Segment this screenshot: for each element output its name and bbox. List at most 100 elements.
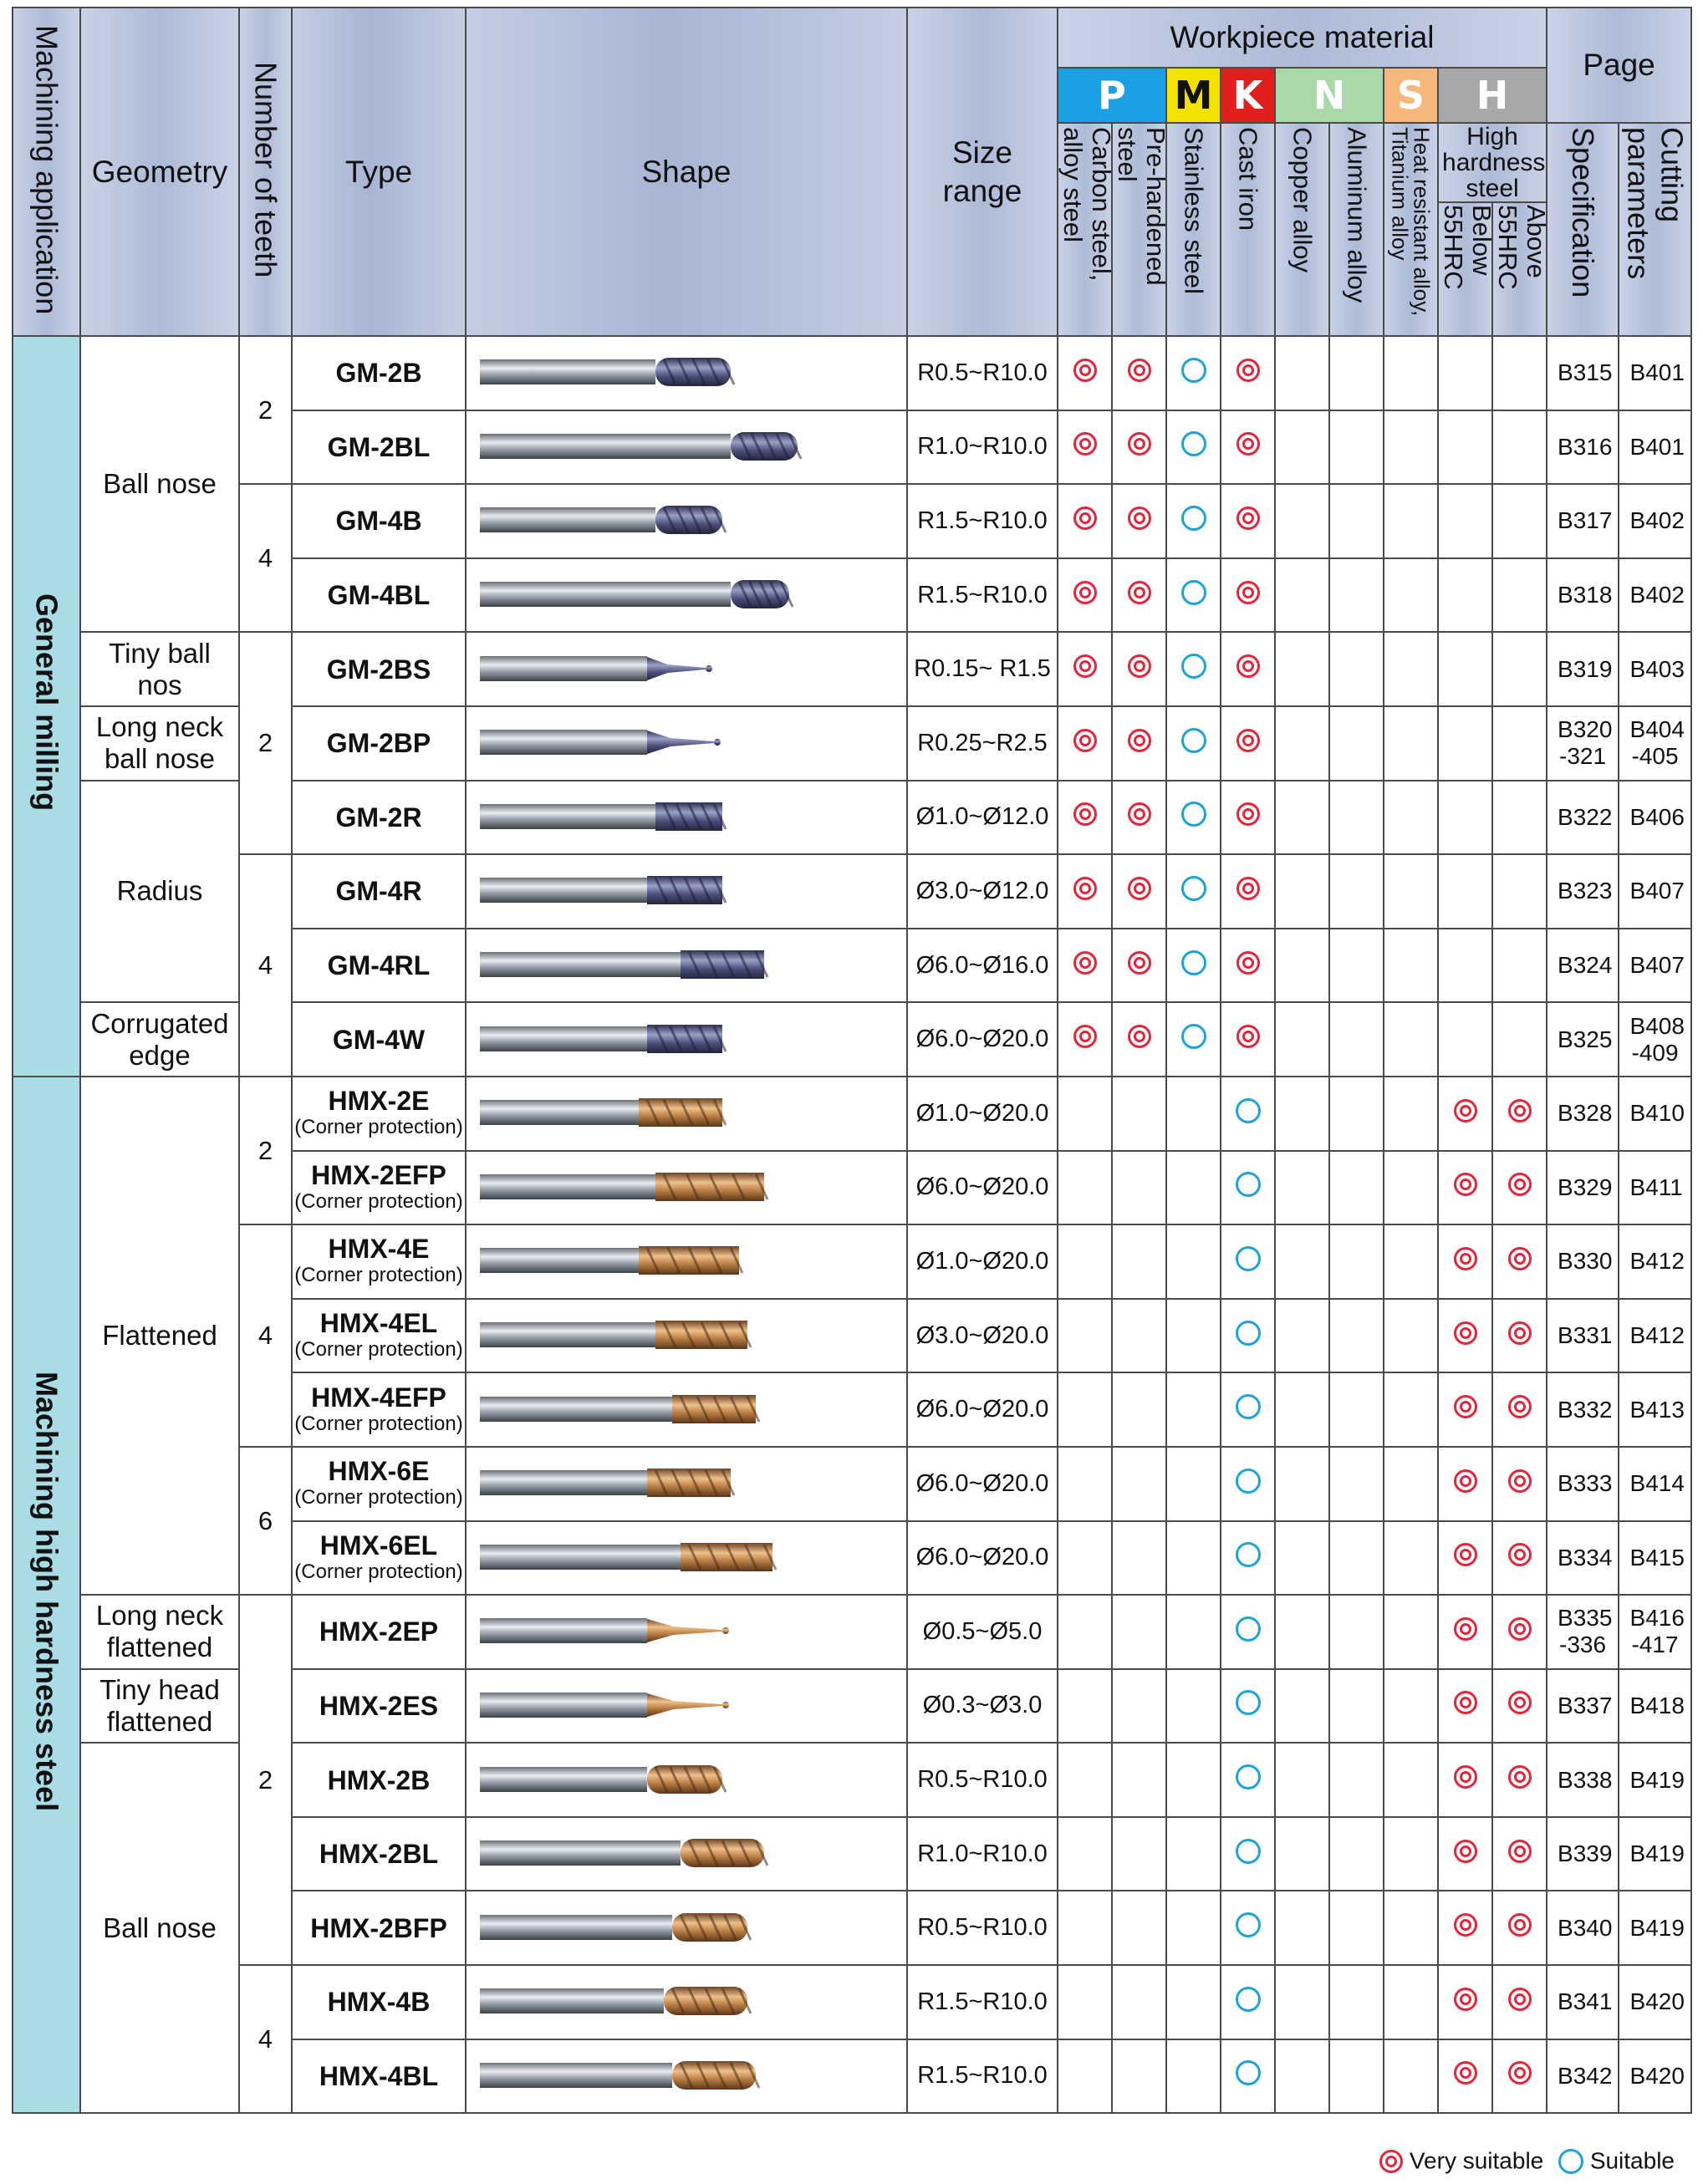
cutting-parameters-page-cell[interactable]: B416 -417 — [1618, 1594, 1693, 1670]
cutting-parameters-page-cell[interactable]: B415 — [1618, 1520, 1693, 1596]
header-type: Type — [291, 7, 467, 337]
cutting-parameters-page-cell[interactable]: B411 — [1618, 1149, 1693, 1226]
specification-page-cell[interactable]: B322 — [1546, 779, 1620, 856]
specification-page-cell[interactable]: B325 — [1546, 1001, 1620, 1077]
specification-page-link[interactable]: B330 — [1558, 1248, 1613, 1275]
specification-page-link[interactable]: B333 — [1558, 1470, 1613, 1497]
specification-page-link[interactable]: B339 — [1558, 1840, 1613, 1867]
specification-page-cell[interactable]: B335 -336 — [1546, 1594, 1620, 1670]
cutting-parameters-page-cell[interactable]: B407 — [1618, 927, 1693, 1004]
cutting-parameters-page-link[interactable]: B412 — [1629, 1322, 1685, 1349]
specification-page-link[interactable]: B319 — [1558, 655, 1613, 682]
cutting-parameters-page-cell[interactable]: B420 — [1618, 2038, 1693, 2115]
specification-page-cell[interactable]: B342 — [1546, 2038, 1620, 2115]
specification-page-cell[interactable]: B328 — [1546, 1075, 1620, 1152]
cutting-parameters-page-cell[interactable]: B412 — [1618, 1224, 1693, 1300]
cutting-parameters-page-link[interactable]: B411 — [1629, 1173, 1683, 1200]
specification-page-link[interactable]: B342 — [1558, 2062, 1613, 2089]
specification-page-link[interactable]: B335 -336 — [1558, 1605, 1613, 1658]
specification-page-link[interactable]: B322 — [1558, 803, 1613, 830]
specification-page-cell[interactable]: B339 — [1546, 1815, 1620, 1892]
specification-page-link[interactable]: B337 — [1558, 1692, 1613, 1718]
specification-page-cell[interactable]: B317 — [1546, 483, 1620, 559]
cutting-parameters-page-link[interactable]: B402 — [1629, 582, 1685, 608]
cutting-parameters-page-link[interactable]: B419 — [1629, 1766, 1685, 1793]
cutting-parameters-page-cell[interactable]: B402 — [1618, 557, 1693, 634]
cutting-parameters-page-cell[interactable]: B419 — [1618, 1742, 1693, 1818]
tool-image — [467, 1088, 905, 1138]
cutting-parameters-page-link[interactable]: B406 — [1629, 803, 1685, 830]
cutting-parameters-page-cell[interactable]: B403 — [1618, 631, 1693, 707]
specification-page-cell[interactable]: B334 — [1546, 1520, 1620, 1596]
specification-page-link[interactable]: B315 — [1558, 359, 1613, 386]
cutting-parameters-page-cell[interactable]: B413 — [1618, 1372, 1693, 1448]
specification-page-link[interactable]: B338 — [1558, 1766, 1613, 1793]
specification-page-link[interactable]: B331 — [1558, 1322, 1613, 1349]
cutting-parameters-page-cell[interactable]: B412 — [1618, 1297, 1693, 1374]
cutting-parameters-page-link[interactable]: B407 — [1629, 878, 1685, 904]
specification-page-link[interactable]: B317 — [1558, 507, 1613, 534]
cutting-parameters-page-link[interactable]: B410 — [1629, 1100, 1685, 1127]
cutting-parameters-page-link[interactable]: B416 -417 — [1629, 1605, 1685, 1658]
specification-page-cell[interactable]: B341 — [1546, 1964, 1620, 2040]
specification-page-link[interactable]: B329 — [1558, 1173, 1613, 1200]
cutting-parameters-page-cell[interactable]: B420 — [1618, 1964, 1693, 2040]
specification-page-cell[interactable]: B320 -321 — [1546, 705, 1620, 781]
cutting-parameters-page-link[interactable]: B401 — [1629, 359, 1685, 386]
cutting-parameters-page-cell[interactable]: B404 -405 — [1618, 705, 1693, 781]
cutting-parameters-page-link[interactable]: B402 — [1629, 507, 1685, 534]
specification-page-link[interactable]: B323 — [1558, 878, 1613, 904]
specification-page-link[interactable]: B316 — [1558, 433, 1613, 460]
cutting-parameters-page-link[interactable]: B420 — [1629, 2062, 1685, 2089]
specification-page-cell[interactable]: B337 — [1546, 1667, 1620, 1744]
specification-page-cell[interactable]: B332 — [1546, 1372, 1620, 1448]
cutting-parameters-page-cell[interactable]: B401 — [1618, 409, 1693, 486]
specification-page-cell[interactable]: B333 — [1546, 1445, 1620, 1522]
specification-page-link[interactable]: B320 -321 — [1558, 716, 1613, 770]
cutting-parameters-page-link[interactable]: B407 — [1629, 952, 1685, 979]
cutting-parameters-page-link[interactable]: B403 — [1629, 655, 1685, 682]
specification-page-cell[interactable]: B319 — [1546, 631, 1620, 707]
specification-page-cell[interactable]: B315 — [1546, 335, 1620, 411]
cutting-parameters-page-link[interactable]: B404 -405 — [1629, 716, 1685, 770]
specification-page-cell[interactable]: B323 — [1546, 853, 1620, 929]
cutting-parameters-page-cell[interactable]: B418 — [1618, 1667, 1693, 1744]
specification-page-cell[interactable]: B318 — [1546, 557, 1620, 634]
cutting-parameters-page-cell[interactable]: B408 -409 — [1618, 1001, 1693, 1077]
cutting-parameters-page-cell[interactable]: B406 — [1618, 779, 1693, 856]
specification-page-link[interactable]: B334 — [1558, 1544, 1613, 1571]
specification-page-cell[interactable]: B324 — [1546, 927, 1620, 1004]
cutting-parameters-page-link[interactable]: B420 — [1629, 1988, 1685, 2015]
cutting-parameters-page-link[interactable]: B414 — [1629, 1470, 1685, 1497]
specification-page-link[interactable]: B324 — [1558, 952, 1613, 979]
cutting-parameters-page-link[interactable]: B419 — [1629, 1914, 1685, 1941]
cutting-parameters-page-link[interactable]: B419 — [1629, 1840, 1685, 1867]
cutting-parameters-page-link[interactable]: B401 — [1629, 433, 1685, 460]
specification-page-cell[interactable]: B316 — [1546, 409, 1620, 486]
specification-page-link[interactable]: B332 — [1558, 1396, 1613, 1423]
table-row: 4 GM-4R Ø3.0~Ø12.0 B323 B407 — [13, 853, 1693, 1077]
cutting-parameters-page-link[interactable]: B418 — [1629, 1692, 1685, 1718]
cutting-parameters-page-cell[interactable]: B414 — [1618, 1445, 1693, 1522]
specification-page-cell[interactable]: B338 — [1546, 1742, 1620, 1818]
cutting-parameters-page-link[interactable]: B413 — [1629, 1396, 1685, 1423]
specification-page-cell[interactable]: B340 — [1546, 1890, 1620, 1967]
specification-page-cell[interactable]: B329 — [1546, 1149, 1620, 1226]
specification-page-cell[interactable]: B330 — [1546, 1224, 1620, 1300]
specification-page-link[interactable]: B340 — [1558, 1914, 1613, 1941]
cutting-parameters-page-cell[interactable]: B419 — [1618, 1890, 1693, 1967]
cutting-parameters-page-cell[interactable]: B407 — [1618, 853, 1693, 929]
cutting-parameters-page-link[interactable]: B412 — [1629, 1248, 1685, 1275]
cutting-parameters-page-cell[interactable]: B401 — [1618, 335, 1693, 411]
specification-page-cell[interactable]: B331 — [1546, 1297, 1620, 1374]
specification-page-link[interactable]: B341 — [1558, 1988, 1613, 2015]
specification-page-link[interactable]: B328 — [1558, 1100, 1613, 1127]
cutting-parameters-page-link[interactable]: B408 -409 — [1629, 1012, 1685, 1066]
specification-page-link[interactable]: B325 — [1558, 1026, 1613, 1052]
cutting-parameters-page-cell[interactable]: B419 — [1618, 1815, 1693, 1892]
specification-page-link[interactable]: B318 — [1558, 582, 1613, 608]
type-label: GM-2BP — [326, 728, 431, 759]
cutting-parameters-page-link[interactable]: B415 — [1629, 1544, 1685, 1571]
cutting-parameters-page-cell[interactable]: B402 — [1618, 483, 1693, 559]
cutting-parameters-page-cell[interactable]: B410 — [1618, 1075, 1693, 1152]
